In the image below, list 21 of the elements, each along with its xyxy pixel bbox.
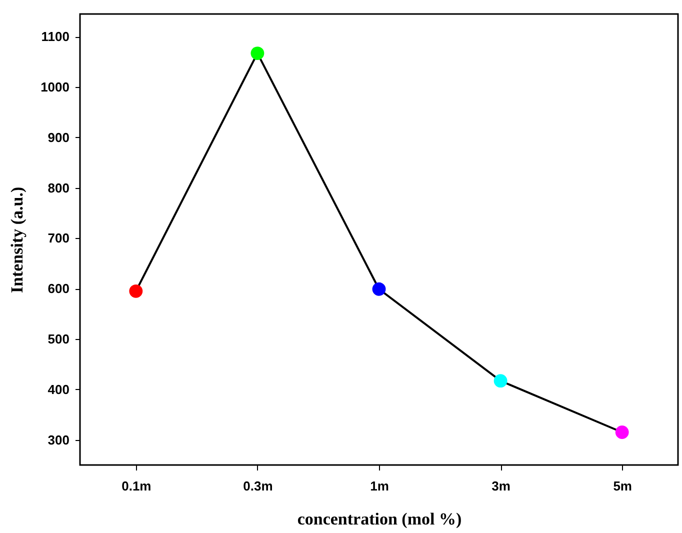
y-tick-label: 500 <box>48 332 70 347</box>
y-tick-label: 700 <box>48 230 70 246</box>
x-tick-label: 3m <box>492 478 510 494</box>
y-axis-title: Intensity (a.u.) <box>8 186 27 294</box>
x-tick-label: 0.3m <box>243 478 273 494</box>
y-tick-label: 300 <box>48 432 70 448</box>
x-tick-label: 0.1m <box>122 478 152 494</box>
y-tick-label: 400 <box>48 382 70 397</box>
point <box>615 426 629 439</box>
point <box>494 374 508 388</box>
point <box>129 284 143 298</box>
y-tick-label: 1100 <box>41 29 70 44</box>
x-tick-label: 1m <box>370 478 389 494</box>
y-tick-label: 900 <box>48 130 70 145</box>
x-axis-title: concentration (mol %) <box>297 510 462 528</box>
point <box>250 46 264 60</box>
y-tick-label: 600 <box>48 281 70 296</box>
y-tick-label: 800 <box>48 180 70 196</box>
y-tick-label: 1000 <box>40 80 70 95</box>
x-tick-label: 5m <box>613 478 632 494</box>
point <box>372 282 386 296</box>
